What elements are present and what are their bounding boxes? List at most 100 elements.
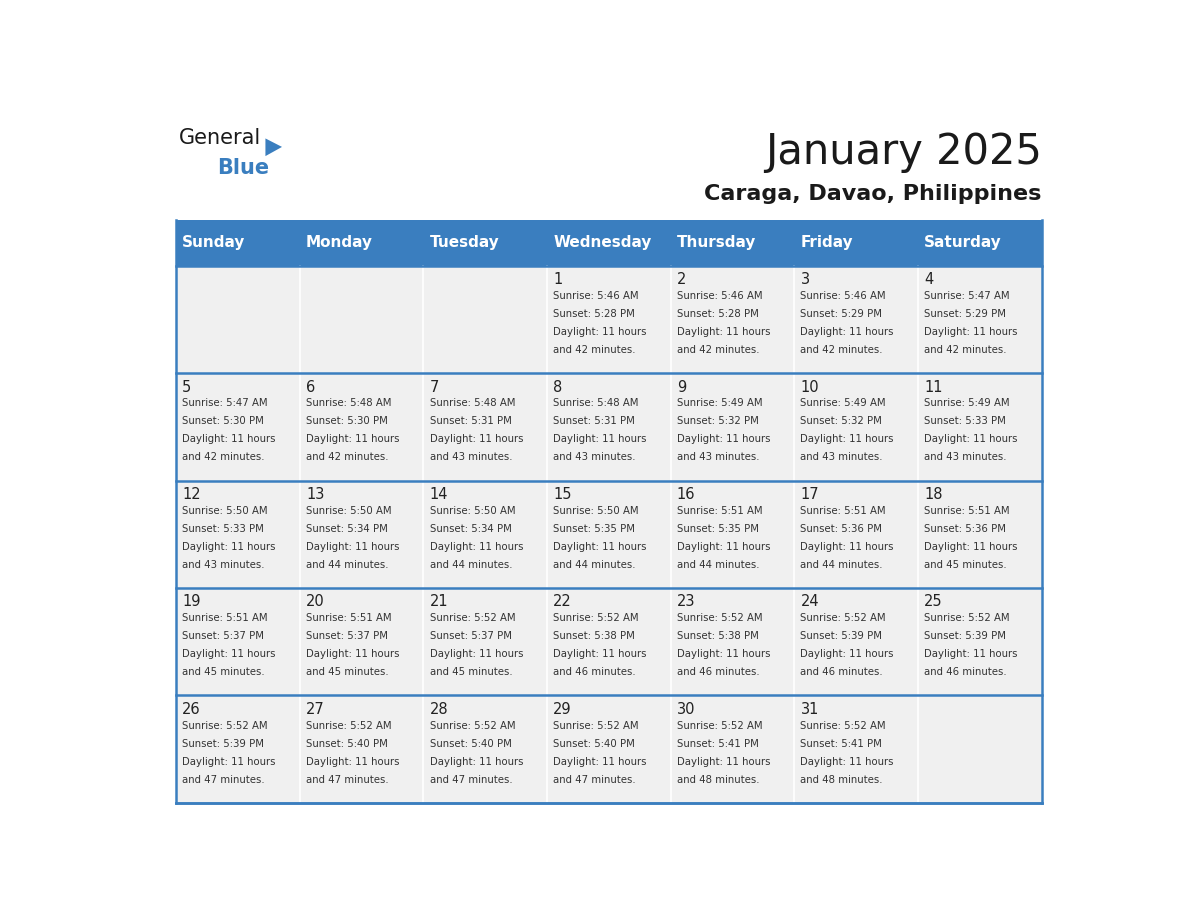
Bar — [918, 480, 1042, 588]
Bar — [176, 373, 299, 480]
Text: Sunrise: 5:52 AM: Sunrise: 5:52 AM — [554, 613, 639, 623]
Text: 5: 5 — [182, 379, 191, 395]
Bar — [176, 588, 299, 696]
Text: Sunset: 5:37 PM: Sunset: 5:37 PM — [307, 632, 388, 641]
Text: and 44 minutes.: and 44 minutes. — [430, 560, 512, 570]
Text: Sunrise: 5:52 AM: Sunrise: 5:52 AM — [924, 613, 1010, 623]
Bar — [176, 265, 299, 373]
Text: and 43 minutes.: and 43 minutes. — [677, 453, 759, 462]
Text: and 43 minutes.: and 43 minutes. — [430, 453, 512, 462]
Text: and 47 minutes.: and 47 minutes. — [182, 775, 265, 785]
Text: and 48 minutes.: and 48 minutes. — [801, 775, 883, 785]
Text: Daylight: 11 hours: Daylight: 11 hours — [430, 756, 523, 767]
Text: Sunday: Sunday — [182, 235, 246, 251]
Bar — [795, 480, 918, 588]
Text: and 45 minutes.: and 45 minutes. — [307, 667, 388, 677]
Text: and 43 minutes.: and 43 minutes. — [554, 453, 636, 462]
Text: Thursday: Thursday — [677, 235, 757, 251]
Text: Daylight: 11 hours: Daylight: 11 hours — [430, 542, 523, 552]
Text: 4: 4 — [924, 272, 934, 287]
Text: Daylight: 11 hours: Daylight: 11 hours — [801, 434, 895, 444]
Text: Sunrise: 5:52 AM: Sunrise: 5:52 AM — [677, 613, 763, 623]
Text: Daylight: 11 hours: Daylight: 11 hours — [182, 434, 276, 444]
Text: Sunset: 5:34 PM: Sunset: 5:34 PM — [430, 524, 512, 533]
Text: and 46 minutes.: and 46 minutes. — [924, 667, 1006, 677]
Text: 24: 24 — [801, 595, 819, 610]
Text: Daylight: 11 hours: Daylight: 11 hours — [924, 327, 1018, 337]
Text: and 44 minutes.: and 44 minutes. — [677, 560, 759, 570]
Bar — [546, 265, 671, 373]
Text: Sunrise: 5:46 AM: Sunrise: 5:46 AM — [554, 291, 639, 301]
Text: Sunset: 5:31 PM: Sunset: 5:31 PM — [554, 416, 636, 426]
Text: Saturday: Saturday — [924, 235, 1001, 251]
Bar — [423, 480, 546, 588]
Text: Daylight: 11 hours: Daylight: 11 hours — [677, 649, 770, 659]
Text: Daylight: 11 hours: Daylight: 11 hours — [430, 434, 523, 444]
Text: Daylight: 11 hours: Daylight: 11 hours — [182, 756, 276, 767]
Text: Sunset: 5:32 PM: Sunset: 5:32 PM — [677, 416, 759, 426]
Text: and 46 minutes.: and 46 minutes. — [554, 667, 636, 677]
Text: 18: 18 — [924, 487, 942, 502]
Text: Blue: Blue — [217, 158, 270, 178]
Bar — [918, 588, 1042, 696]
Text: and 45 minutes.: and 45 minutes. — [430, 667, 512, 677]
Text: Daylight: 11 hours: Daylight: 11 hours — [677, 327, 770, 337]
Bar — [795, 588, 918, 696]
Text: and 47 minutes.: and 47 minutes. — [307, 775, 388, 785]
Text: Sunrise: 5:52 AM: Sunrise: 5:52 AM — [307, 721, 392, 731]
Bar — [546, 373, 671, 480]
Text: 25: 25 — [924, 595, 943, 610]
Text: Sunrise: 5:47 AM: Sunrise: 5:47 AM — [924, 291, 1010, 301]
Bar — [671, 373, 795, 480]
Text: Sunset: 5:33 PM: Sunset: 5:33 PM — [182, 524, 264, 533]
Text: Sunrise: 5:52 AM: Sunrise: 5:52 AM — [430, 721, 516, 731]
Text: and 42 minutes.: and 42 minutes. — [182, 453, 265, 462]
Text: Sunrise: 5:52 AM: Sunrise: 5:52 AM — [430, 613, 516, 623]
Text: 29: 29 — [554, 702, 571, 717]
Text: Sunset: 5:39 PM: Sunset: 5:39 PM — [182, 739, 264, 749]
Text: and 43 minutes.: and 43 minutes. — [924, 453, 1006, 462]
Text: Daylight: 11 hours: Daylight: 11 hours — [924, 434, 1018, 444]
Text: 9: 9 — [677, 379, 687, 395]
Text: Sunset: 5:30 PM: Sunset: 5:30 PM — [307, 416, 387, 426]
Text: Sunrise: 5:51 AM: Sunrise: 5:51 AM — [924, 506, 1010, 516]
Text: Sunset: 5:35 PM: Sunset: 5:35 PM — [677, 524, 759, 533]
Text: 7: 7 — [430, 379, 438, 395]
Text: January 2025: January 2025 — [765, 131, 1042, 174]
Text: and 43 minutes.: and 43 minutes. — [182, 560, 265, 570]
Text: Sunset: 5:28 PM: Sunset: 5:28 PM — [554, 308, 636, 319]
Bar — [795, 696, 918, 803]
Text: Sunrise: 5:52 AM: Sunrise: 5:52 AM — [554, 721, 639, 731]
Text: Monday: Monday — [307, 235, 373, 251]
Text: Sunrise: 5:51 AM: Sunrise: 5:51 AM — [182, 613, 268, 623]
Bar — [423, 696, 546, 803]
Text: Sunrise: 5:52 AM: Sunrise: 5:52 AM — [801, 613, 886, 623]
Text: and 47 minutes.: and 47 minutes. — [554, 775, 636, 785]
Text: 30: 30 — [677, 702, 695, 717]
Text: Sunrise: 5:48 AM: Sunrise: 5:48 AM — [430, 398, 516, 409]
Text: Daylight: 11 hours: Daylight: 11 hours — [307, 542, 399, 552]
Text: Sunrise: 5:49 AM: Sunrise: 5:49 AM — [677, 398, 763, 409]
Text: Sunrise: 5:50 AM: Sunrise: 5:50 AM — [430, 506, 516, 516]
Bar — [299, 696, 423, 803]
Text: and 44 minutes.: and 44 minutes. — [307, 560, 388, 570]
Text: Sunset: 5:41 PM: Sunset: 5:41 PM — [677, 739, 759, 749]
Text: 10: 10 — [801, 379, 819, 395]
Text: and 48 minutes.: and 48 minutes. — [677, 775, 759, 785]
Text: and 46 minutes.: and 46 minutes. — [801, 667, 883, 677]
Text: Sunset: 5:28 PM: Sunset: 5:28 PM — [677, 308, 759, 319]
Text: Sunset: 5:33 PM: Sunset: 5:33 PM — [924, 416, 1006, 426]
Text: Sunrise: 5:52 AM: Sunrise: 5:52 AM — [182, 721, 268, 731]
Text: 14: 14 — [430, 487, 448, 502]
Text: Sunset: 5:39 PM: Sunset: 5:39 PM — [801, 632, 883, 641]
Text: Sunset: 5:32 PM: Sunset: 5:32 PM — [801, 416, 883, 426]
Bar — [176, 696, 299, 803]
Text: Sunrise: 5:50 AM: Sunrise: 5:50 AM — [182, 506, 268, 516]
Bar — [671, 265, 795, 373]
Text: 3: 3 — [801, 272, 809, 287]
Text: and 44 minutes.: and 44 minutes. — [801, 560, 883, 570]
Text: Sunset: 5:31 PM: Sunset: 5:31 PM — [430, 416, 512, 426]
Text: Sunrise: 5:47 AM: Sunrise: 5:47 AM — [182, 398, 268, 409]
Text: 11: 11 — [924, 379, 942, 395]
Text: Sunrise: 5:46 AM: Sunrise: 5:46 AM — [677, 291, 763, 301]
